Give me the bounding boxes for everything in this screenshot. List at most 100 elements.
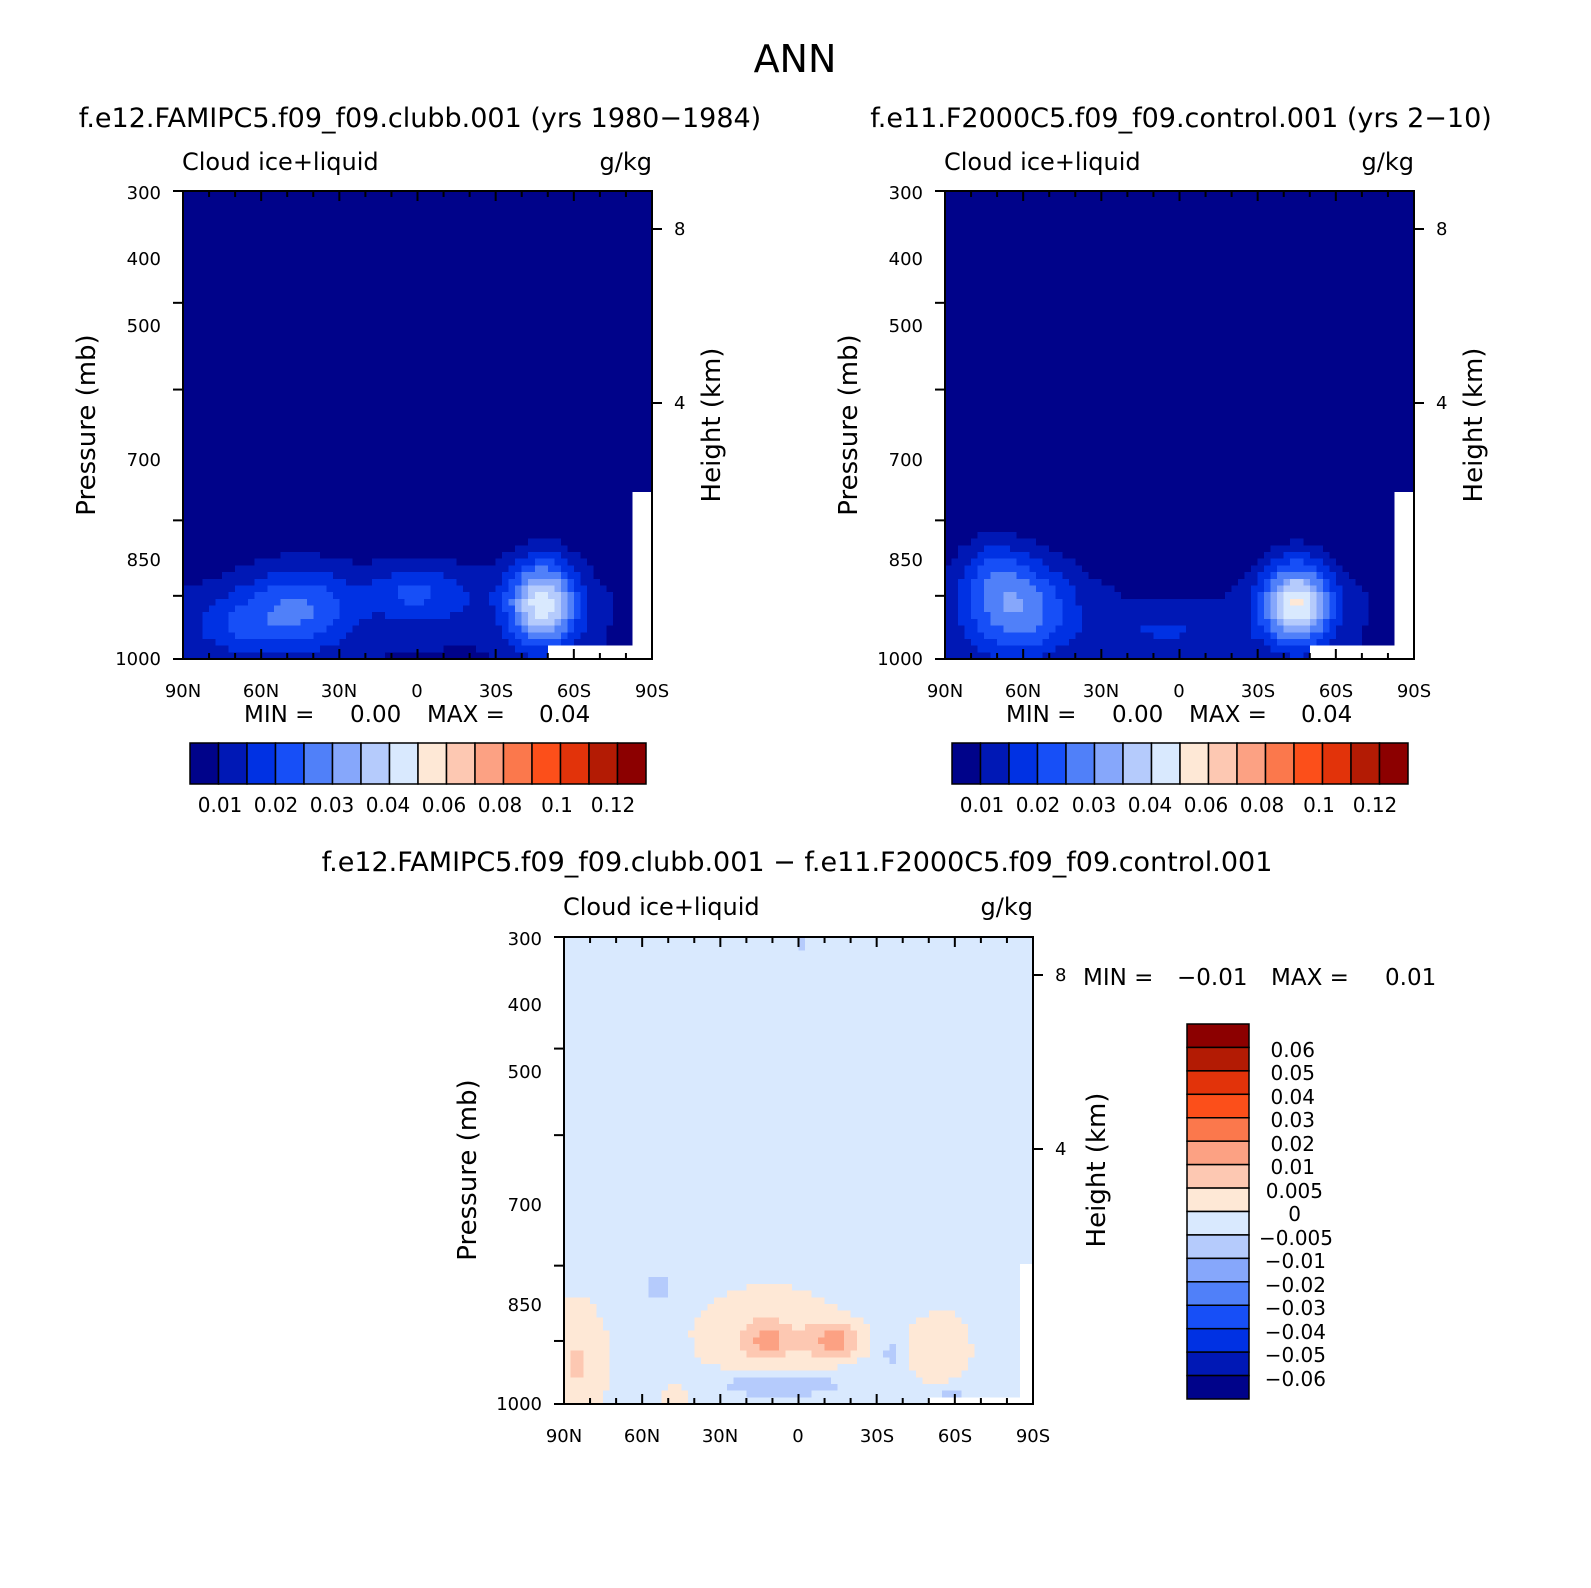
field-cell: [456, 625, 464, 633]
field-cell: [215, 552, 223, 560]
field-cell: [489, 297, 497, 306]
field-cell: [469, 578, 477, 587]
field-cell: [404, 552, 412, 560]
field-cell: [515, 344, 523, 353]
field-cell: [632, 311, 640, 319]
field-cell: [417, 297, 425, 306]
field-cell: [209, 398, 217, 406]
field-cell: [534, 491, 542, 500]
field-cell: [228, 425, 236, 433]
field-cell: [196, 458, 204, 466]
field-cell: [469, 324, 477, 332]
field-cell: [606, 204, 614, 212]
field-cell: [424, 445, 432, 453]
field-cell: [515, 465, 523, 473]
field-cell: [534, 338, 542, 346]
field-cell: [371, 418, 380, 426]
field-cell: [482, 525, 490, 533]
field-cell: [222, 297, 230, 306]
field-cell: [228, 364, 236, 373]
field-cell: [300, 605, 308, 613]
field-cell: [541, 384, 549, 393]
field-cell: [476, 351, 484, 359]
field-cell: [645, 531, 653, 540]
field-cell: [228, 204, 236, 212]
field-cell: [293, 465, 301, 473]
field-cell: [450, 511, 458, 520]
field-cell: [189, 505, 197, 513]
field-cell: [424, 351, 432, 359]
field-cell: [534, 378, 542, 386]
field-cell: [632, 284, 640, 292]
field-cell: [632, 451, 640, 460]
field-cell: [554, 465, 562, 473]
field-cell: [267, 244, 275, 252]
field-cell: [450, 438, 458, 446]
field-cell: [215, 284, 223, 292]
field-cell: [384, 505, 393, 513]
field-cell: [625, 411, 634, 419]
field-cell: [345, 284, 353, 292]
field-cell: [547, 645, 555, 653]
field-cell: [339, 418, 347, 426]
field-cell: [606, 525, 614, 533]
field-cell: [183, 411, 191, 419]
field-cell: [215, 545, 223, 553]
panel-1-contour-field: [183, 191, 653, 660]
field-cell: [196, 425, 204, 433]
field-cell: [612, 338, 621, 346]
field-cell: [573, 331, 581, 339]
field-cell: [384, 271, 393, 279]
field-cell: [606, 264, 614, 272]
field-cell: [547, 411, 555, 419]
field-cell: [430, 618, 438, 627]
field-cell: [254, 358, 262, 366]
field-cell: [274, 578, 282, 587]
field-cell: [450, 618, 458, 627]
field-cell: [300, 231, 308, 239]
field-cell: [397, 585, 406, 593]
field-cell: [593, 518, 601, 526]
field-cell: [586, 565, 594, 573]
field-cell: [261, 471, 269, 480]
field-cell: [261, 632, 269, 640]
field-cell: [384, 331, 393, 339]
field-cell: [410, 618, 419, 627]
field-cell: [306, 498, 314, 506]
field-cell: [319, 425, 327, 433]
field-cell: [567, 404, 575, 413]
field-cell: [456, 545, 464, 553]
field-cell: [534, 612, 542, 620]
field-cell: [521, 264, 529, 272]
field-cell: [469, 545, 477, 553]
field-cell: [261, 277, 269, 286]
field-cell: [352, 485, 360, 493]
field-cell: [358, 445, 366, 453]
field-cell: [612, 458, 621, 466]
field-cell: [560, 297, 568, 306]
field-cell: [319, 391, 327, 399]
field-cell: [189, 391, 197, 399]
field-cell: [202, 438, 210, 446]
field-cell: [410, 471, 419, 480]
field-cell: [586, 471, 594, 480]
field-cell: [339, 565, 347, 573]
field-cell: [209, 291, 217, 299]
field-cell: [502, 478, 510, 486]
field-cell: [456, 565, 464, 573]
field-cell: [528, 418, 536, 426]
field-cell: [541, 217, 549, 226]
field-cell: [580, 612, 588, 620]
field-cell: [547, 371, 555, 379]
field-cell: [495, 638, 503, 647]
field-cell: [645, 485, 653, 493]
field-cell: [528, 257, 536, 266]
field-cell: [593, 224, 601, 232]
field-cell: [397, 458, 406, 466]
field-cell: [319, 525, 327, 533]
field-cell: [456, 538, 464, 546]
field-cell: [450, 418, 458, 426]
field-cell: [580, 378, 588, 386]
field-cell: [391, 425, 399, 433]
field-cell: [612, 297, 621, 306]
